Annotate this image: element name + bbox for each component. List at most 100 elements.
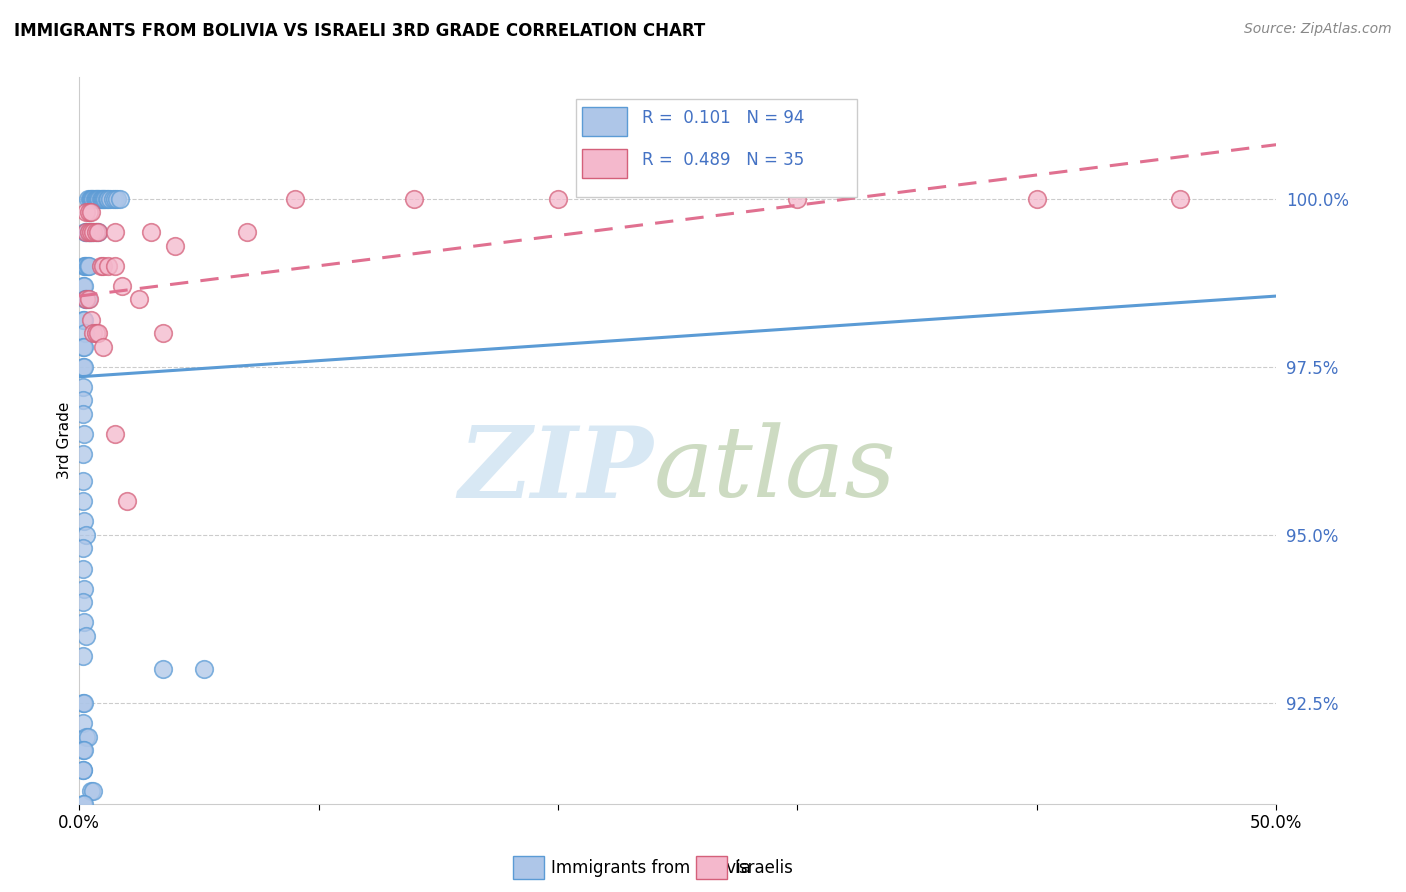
Point <box>193 662 215 676</box>
Point <box>139 225 162 239</box>
Text: R =  0.101   N = 94: R = 0.101 N = 94 <box>641 109 804 127</box>
Point <box>73 359 96 374</box>
Point <box>104 192 127 206</box>
Point <box>87 192 110 206</box>
Point <box>77 205 100 219</box>
Point <box>90 259 112 273</box>
Point <box>80 225 103 239</box>
Point <box>115 494 138 508</box>
Point <box>75 293 97 307</box>
Y-axis label: 3rd Grade: 3rd Grade <box>58 402 72 479</box>
FancyBboxPatch shape <box>582 149 627 178</box>
Point <box>152 662 174 676</box>
Point <box>76 259 98 273</box>
Point <box>101 192 124 206</box>
Point <box>91 259 114 273</box>
Point <box>152 326 174 340</box>
Point <box>104 427 127 442</box>
Point <box>72 797 94 811</box>
Text: atlas: atlas <box>654 422 897 517</box>
Point <box>73 797 96 811</box>
Point <box>72 561 94 575</box>
Point <box>97 259 120 273</box>
Point <box>72 696 94 710</box>
Point <box>72 447 94 461</box>
Text: Immigrants from Bolivia: Immigrants from Bolivia <box>551 859 751 877</box>
Point <box>284 192 307 206</box>
Point <box>72 494 94 508</box>
Point <box>547 192 569 206</box>
Point <box>72 339 94 353</box>
Point <box>235 225 257 239</box>
Point <box>75 326 97 340</box>
Point <box>72 380 94 394</box>
Point <box>72 407 94 421</box>
Point <box>104 259 127 273</box>
Point <box>72 648 94 663</box>
Point <box>76 192 98 206</box>
Point <box>80 783 103 797</box>
Point <box>93 192 115 206</box>
Point <box>98 192 121 206</box>
Text: R =  0.489   N = 35: R = 0.489 N = 35 <box>641 151 804 169</box>
Point <box>91 192 114 206</box>
Point <box>76 293 98 307</box>
Text: Israelis: Israelis <box>734 859 793 877</box>
Point <box>404 192 426 206</box>
Point <box>86 192 108 206</box>
Point <box>72 279 94 293</box>
Point <box>73 696 96 710</box>
Point <box>82 192 104 206</box>
Point <box>72 312 94 326</box>
Point <box>77 293 100 307</box>
Point <box>75 730 97 744</box>
Point <box>1170 192 1192 206</box>
Point <box>75 225 97 239</box>
Point <box>72 743 94 757</box>
FancyBboxPatch shape <box>582 106 627 136</box>
Point <box>84 225 107 239</box>
Text: ZIP: ZIP <box>458 422 654 518</box>
Point <box>111 279 134 293</box>
Point <box>77 225 100 239</box>
Point <box>72 474 94 488</box>
Point <box>75 528 97 542</box>
Point <box>84 192 107 206</box>
Point <box>82 326 104 340</box>
Point <box>82 783 104 797</box>
Point <box>84 225 107 239</box>
Point <box>72 359 94 374</box>
Point <box>75 225 97 239</box>
Point <box>1025 192 1047 206</box>
FancyBboxPatch shape <box>576 99 858 197</box>
Point <box>89 192 111 206</box>
Point <box>91 339 114 353</box>
Text: Source: ZipAtlas.com: Source: ZipAtlas.com <box>1244 22 1392 37</box>
Point <box>104 225 127 239</box>
Point <box>96 192 118 206</box>
Point <box>97 192 120 206</box>
Point <box>75 293 97 307</box>
Point <box>786 192 808 206</box>
Point <box>77 225 100 239</box>
Point <box>73 259 96 273</box>
Point <box>163 238 186 252</box>
Point <box>73 427 96 442</box>
Point <box>82 192 104 206</box>
Point <box>77 259 100 273</box>
Point <box>75 225 97 239</box>
Point <box>87 225 110 239</box>
Text: IMMIGRANTS FROM BOLIVIA VS ISRAELI 3RD GRADE CORRELATION CHART: IMMIGRANTS FROM BOLIVIA VS ISRAELI 3RD G… <box>14 22 706 40</box>
Point <box>80 225 103 239</box>
Point <box>72 764 94 778</box>
Point <box>73 615 96 630</box>
Point <box>80 312 103 326</box>
Point <box>73 515 96 529</box>
Point <box>90 192 112 206</box>
Point <box>73 279 96 293</box>
Point <box>75 205 97 219</box>
Point <box>76 225 98 239</box>
Point <box>87 326 110 340</box>
Point <box>108 192 131 206</box>
Point <box>94 192 117 206</box>
